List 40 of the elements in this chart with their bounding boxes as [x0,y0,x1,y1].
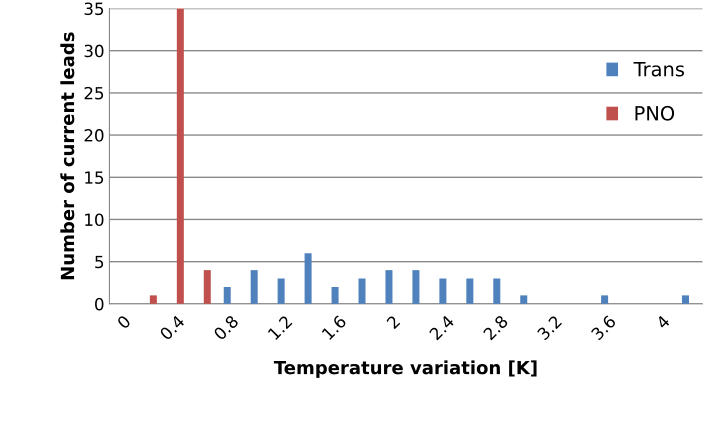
x-tick-label: 0.8 [212,314,240,341]
x-tick-label: 1.6 [321,314,347,340]
y-tick-label: 35 [84,2,104,16]
y-tick-label: 20 [84,129,104,142]
x-tick-label: 0 [116,314,132,330]
x-tick-label: 3.6 [590,314,617,341]
x-tick-label: 0.4 [159,314,186,341]
bar [150,295,157,304]
bar [493,278,500,304]
bar [385,270,392,304]
y-tick-label: 25 [84,86,104,100]
y-tick-label: 15 [85,171,104,184]
bar [601,295,608,304]
y-tick-label: 10 [85,213,104,226]
legend-label: Trans [634,62,684,76]
x-tick-label: 2 [386,314,400,330]
x-tick-label: 3.2 [536,314,562,341]
bar [358,278,366,304]
bar [278,278,285,304]
y-tick-label: 5 [95,256,104,268]
y-tick-label: 30 [84,44,104,58]
x-tick-label: 2.8 [482,314,509,341]
legend-label: PNO [636,106,674,121]
x-tick-label: 2.4 [428,314,455,340]
bar [176,8,184,304]
bar [304,253,312,304]
bar [439,278,446,304]
bar [682,295,689,304]
bar [204,270,211,304]
y-axis-title: Number of current leads [60,32,74,280]
x-tick-label: 1.2 [267,314,292,340]
bar [224,286,231,304]
bar [332,286,339,304]
bar [412,270,420,304]
x-tick-label: 4 [655,314,670,330]
x-axis-title: Temperature variation [K] [274,360,537,378]
y-tick-label: 0 [95,298,104,310]
bar [250,270,258,304]
bar [466,278,474,304]
bar [520,295,528,304]
